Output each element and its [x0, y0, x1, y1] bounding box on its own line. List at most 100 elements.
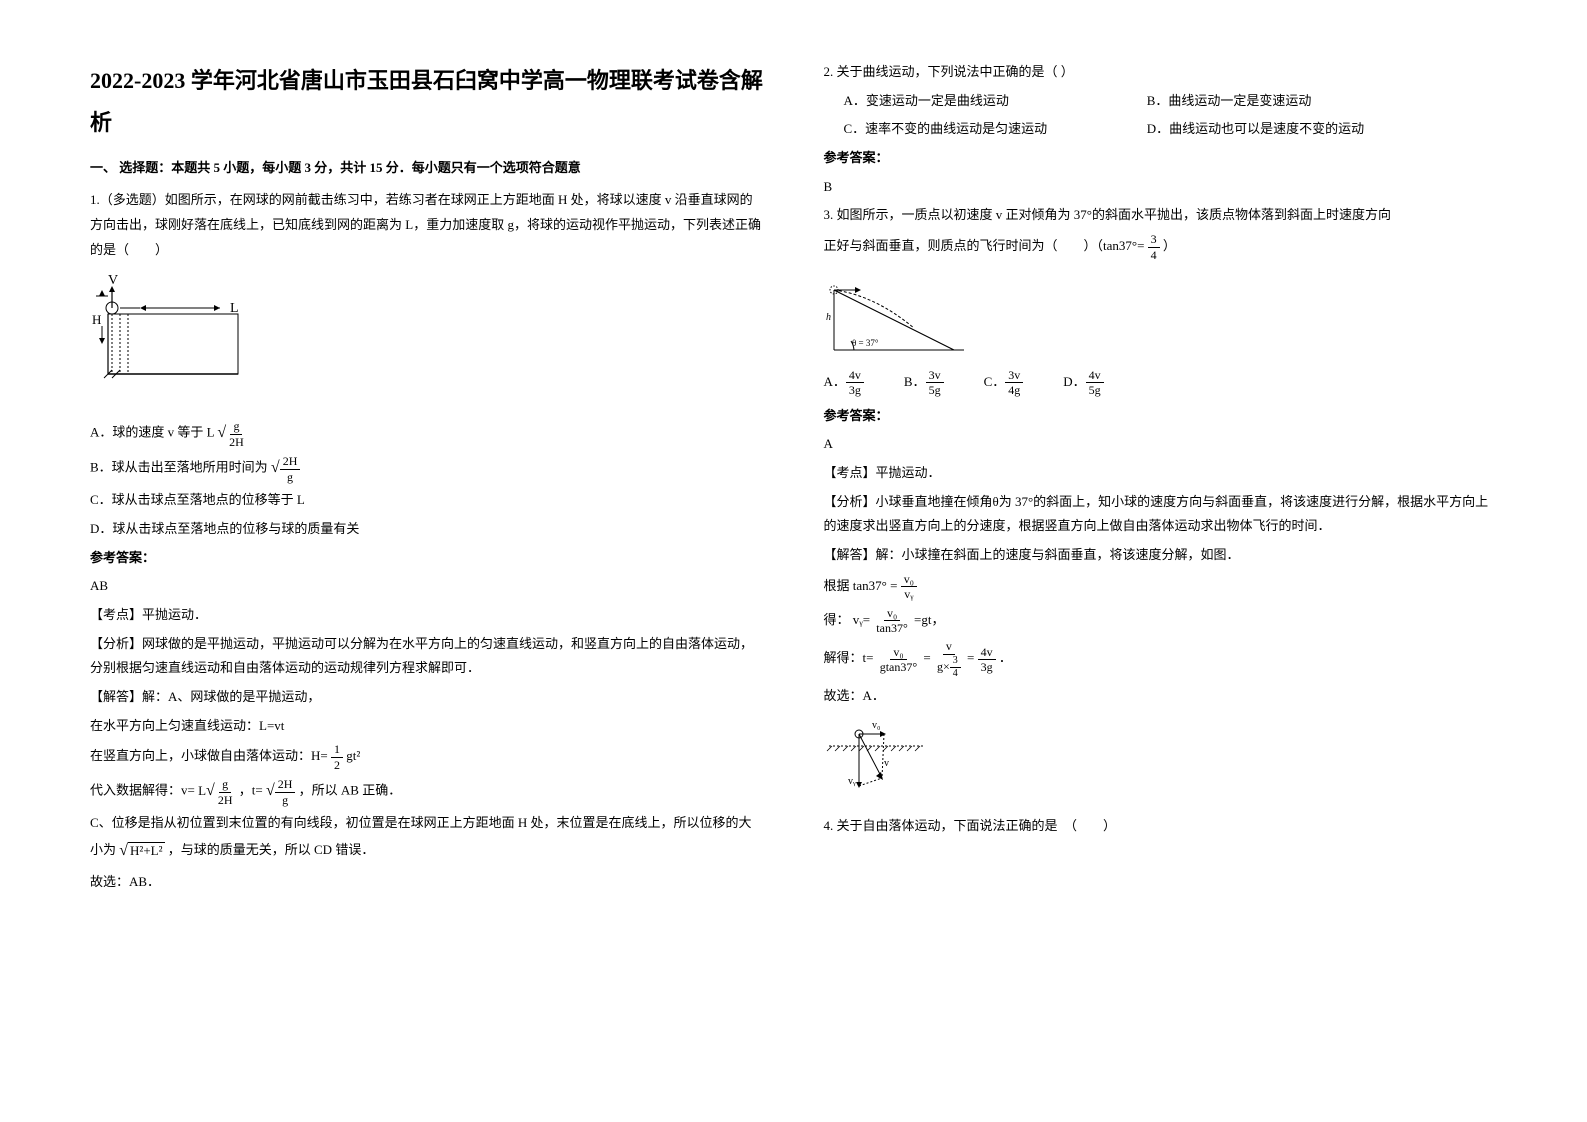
left-column: 2022-2023 学年河北省唐山市玉田县石臼窝中学高一物理联考试卷含解析 一、…: [90, 60, 764, 1062]
q3-answer: A: [824, 432, 1498, 457]
q2-row1: A．变速运动一定是曲线运动 B．曲线运动一定是变速运动: [824, 89, 1498, 114]
svg-text:v: v: [884, 758, 889, 769]
q2-C: C．速率不变的曲线运动是匀速运动: [844, 117, 1144, 142]
frac-t3: 4v3g: [978, 645, 996, 675]
exam-title: 2022-2023 学年河北省唐山市玉田县石臼窝中学高一物理联考试卷含解析: [90, 60, 764, 144]
eq2: =: [967, 651, 974, 666]
q2-answer-label: 参考答案：: [824, 146, 1498, 171]
eq1: =: [923, 651, 930, 666]
frac-num: 3: [1148, 232, 1160, 247]
half-frac: 12: [331, 742, 343, 772]
frac-num: 2H: [280, 454, 301, 469]
right-column: 2. 关于曲线运动，下列说法中正确的是（ ） A．变速运动一定是曲线运动 B．曲…: [824, 60, 1498, 1062]
q3-stem: 3. 如图所示，一质点以初速度 v 正对倾角为 37°的斜面水平抛出，该质点物体…: [824, 203, 1498, 228]
q3-stem2-suffix: ）: [1163, 238, 1176, 253]
l3-suffix: ．: [999, 651, 1012, 666]
q3-kaodian: 【考点】平抛运动．: [824, 461, 1498, 486]
q1-jieda-l5: 故选：AB．: [90, 870, 764, 895]
q1-answer-label: 参考答案：: [90, 546, 764, 571]
q1-optA-formula: √g2H: [217, 418, 246, 449]
q3-A: A．4v3g: [824, 368, 864, 398]
frac-den: 3g: [846, 383, 864, 397]
q3-jieda-l3: 解得：t= v₀gtan37° = v g×34 = 4v3g ．: [824, 639, 1498, 679]
frac-num: v₀: [890, 645, 906, 660]
frac-num: 4v: [978, 645, 996, 660]
q1-optB-text: B．球从击出至落地所用时间为: [90, 460, 268, 475]
prefix: B．: [904, 374, 926, 389]
q3-C: C．3v4g: [984, 368, 1024, 398]
vy-lhs: vᵧ=: [853, 611, 870, 626]
diagram-theta: θ = 37°: [852, 338, 879, 348]
frac-num: 3: [950, 655, 961, 668]
frac-v0-vy: v₀vᵧ: [901, 572, 917, 602]
frac-den: g: [279, 793, 291, 807]
q1-jieda-l1: 在水平方向上匀速直线运动：L=vt: [90, 714, 764, 739]
diagram-h: h: [826, 312, 831, 323]
svg-text:v₀: v₀: [872, 720, 881, 731]
q3-stem2-prefix: 正好与斜面垂直，则质点的飞行时间为（ ）（tan37°=: [824, 238, 1145, 253]
l2-prefix: 在竖直方向上，小球做自由落体运动：H=: [90, 748, 328, 763]
q3-stem2: 正好与斜面垂直，则质点的飞行时间为（ ）（tan37°= 34 ）: [824, 232, 1498, 262]
gx: g×: [937, 659, 950, 673]
q3-fenxi: 【分析】小球垂直地撞在倾角θ为 37°的斜面上，知小球的速度方向与斜面垂直，将该…: [824, 490, 1498, 539]
q2-stem: 2. 关于曲线运动，下列说法中正确的是（ ）: [824, 60, 1498, 85]
q3-jieda-head: 【解答】解：小球撞在斜面上的速度与斜面垂直，将该速度分解，如图．: [824, 543, 1498, 568]
frac-den-complex: g×34: [934, 655, 964, 680]
q1-fenxi: 【分析】网球做的是平抛运动，平抛运动可以分解为在水平方向上的匀速直线运动，和竖直…: [90, 632, 764, 681]
formula-t: √2Hg: [266, 776, 295, 807]
frac-den: 5g: [926, 383, 944, 397]
diagram-V: V: [108, 273, 118, 288]
frac-den: gtan37°: [877, 660, 920, 674]
frac-vy: v₀tan37°: [873, 606, 910, 636]
q3-answer-label: 参考答案：: [824, 404, 1498, 429]
frac-num: 4v: [1086, 368, 1104, 383]
q3-jieda-l4: 故选：A．: [824, 684, 1498, 709]
l3-prefix: 解得：t=: [824, 651, 874, 666]
sqrt-content: H²+L²: [128, 842, 164, 858]
frac-3-4: 34: [1148, 232, 1160, 262]
frac-num: g: [230, 419, 242, 434]
q2-D: D．曲线运动也可以是速度不变的运动: [1147, 121, 1364, 136]
frac-den: 4g: [1005, 383, 1023, 397]
q1-jieda-l4: C、位移是指从初位置到末位置的有向线段，初位置是在球网正上方距地面 H 处，末位…: [90, 811, 764, 866]
formula-displacement: √H²+L²: [119, 836, 164, 866]
frac-den: 5g: [1086, 383, 1104, 397]
q3-options: A．4v3g B．3v5g C．3v4g D．4v5g: [824, 368, 1498, 398]
tan-lhs: tan37° =: [853, 578, 898, 593]
l3-suffix: ，所以 AB 正确．: [299, 783, 402, 798]
q2-A: A．变速运动一定是曲线运动: [844, 89, 1144, 114]
l2-suffix: =gt，: [914, 611, 944, 626]
q3-D: D．4v5g: [1063, 368, 1103, 398]
q1-optA: A．球的速度 v 等于 L √g2H: [90, 418, 764, 449]
frac-den: g: [284, 470, 296, 484]
q1-jieda-l3: 代入数据解得：v= L√g2H ，t= √2Hg ，所以 AB 正确．: [90, 776, 764, 807]
q1-optB-formula: √2Hg: [271, 453, 300, 484]
frac-den: vᵧ: [901, 587, 916, 601]
formula-v: L√g2H: [198, 776, 235, 807]
frac-t1: v₀gtan37°: [877, 645, 920, 675]
q2-B: B．曲线运动一定是变速运动: [1147, 93, 1312, 108]
l3-prefix: 代入数据解得：v=: [90, 783, 195, 798]
frac-den: 2H: [226, 435, 247, 449]
l1-prefix: 根据: [824, 578, 850, 593]
frac-den: tan37°: [873, 621, 910, 635]
frac-num: v: [943, 639, 955, 654]
frac-num: 3v: [926, 368, 944, 383]
l2-suffix: gt²: [346, 748, 360, 763]
q1-optC: C．球从击球点至落地点的位移等于 L: [90, 488, 764, 513]
q4-stem: 4. 关于自由落体运动，下面说法正确的是 （ ）: [824, 814, 1498, 839]
frac-den: 4: [950, 668, 961, 680]
q3-diagram: h θ = 37°: [824, 270, 1498, 360]
q3-jieda-l2: 得： vᵧ= v₀tan37° =gt，: [824, 606, 1498, 636]
frac-den: 3g: [978, 660, 996, 674]
frac-num: v₀: [901, 572, 917, 587]
q3-velocity-diagram: v₀ v vᵧ: [824, 716, 1498, 806]
q1-optB: B．球从击出至落地所用时间为 √2Hg: [90, 453, 764, 484]
l3-mid: ，t=: [239, 783, 263, 798]
prefix: D．: [1063, 374, 1085, 389]
frac-num: 3v: [1005, 368, 1023, 383]
L-label: L: [198, 783, 206, 798]
l4-suffix: ，与球的质量无关，所以 CD 错误．: [168, 842, 375, 857]
q2-row2: C．速率不变的曲线运动是匀速运动 D．曲线运动也可以是速度不变的运动: [824, 117, 1498, 142]
q1-diagram: V L H: [90, 270, 764, 410]
